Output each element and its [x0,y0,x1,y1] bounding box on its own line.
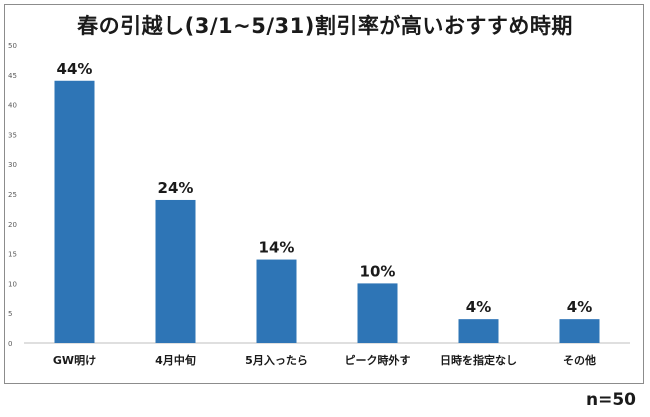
y-tick-label: 10 [8,280,17,288]
x-tick-label: GW明け [53,354,96,367]
data-label: 44% [57,60,93,78]
bar [155,199,196,343]
x-tick-label: その他 [563,353,596,367]
x-tick-label: 5月入ったら [245,354,308,367]
x-tick-label: ピーク時外す [345,353,411,367]
x-tick-label: 4月中旬 [155,353,196,367]
bar [559,319,600,343]
y-tick-label: 30 [8,161,17,169]
y-tick-label: 5 [8,310,12,318]
y-tick-label: 45 [8,72,17,80]
data-label: 4% [567,298,592,316]
data-label: 14% [259,239,295,257]
bar [357,283,398,343]
chart-frame [4,4,644,384]
bar [458,319,499,343]
y-tick-label: 15 [8,251,17,259]
data-label: 4% [466,298,491,316]
y-tick-label: 0 [8,340,12,348]
bar [256,259,297,343]
chart-title: 春の引越し(3/1~5/31)割引率が高いおすすめ時期 [77,14,573,38]
data-label: 10% [360,262,396,280]
x-tick-label: 日時を指定なし [440,353,517,367]
y-tick-label: 35 [8,131,17,139]
y-tick-label: 25 [8,191,17,199]
bar [54,80,95,343]
y-tick-label: 50 [8,42,17,50]
y-tick-label: 40 [8,102,17,110]
data-label: 24% [158,179,194,197]
y-tick-label: 20 [8,221,17,229]
sample-size-note: n=50 [585,390,636,410]
